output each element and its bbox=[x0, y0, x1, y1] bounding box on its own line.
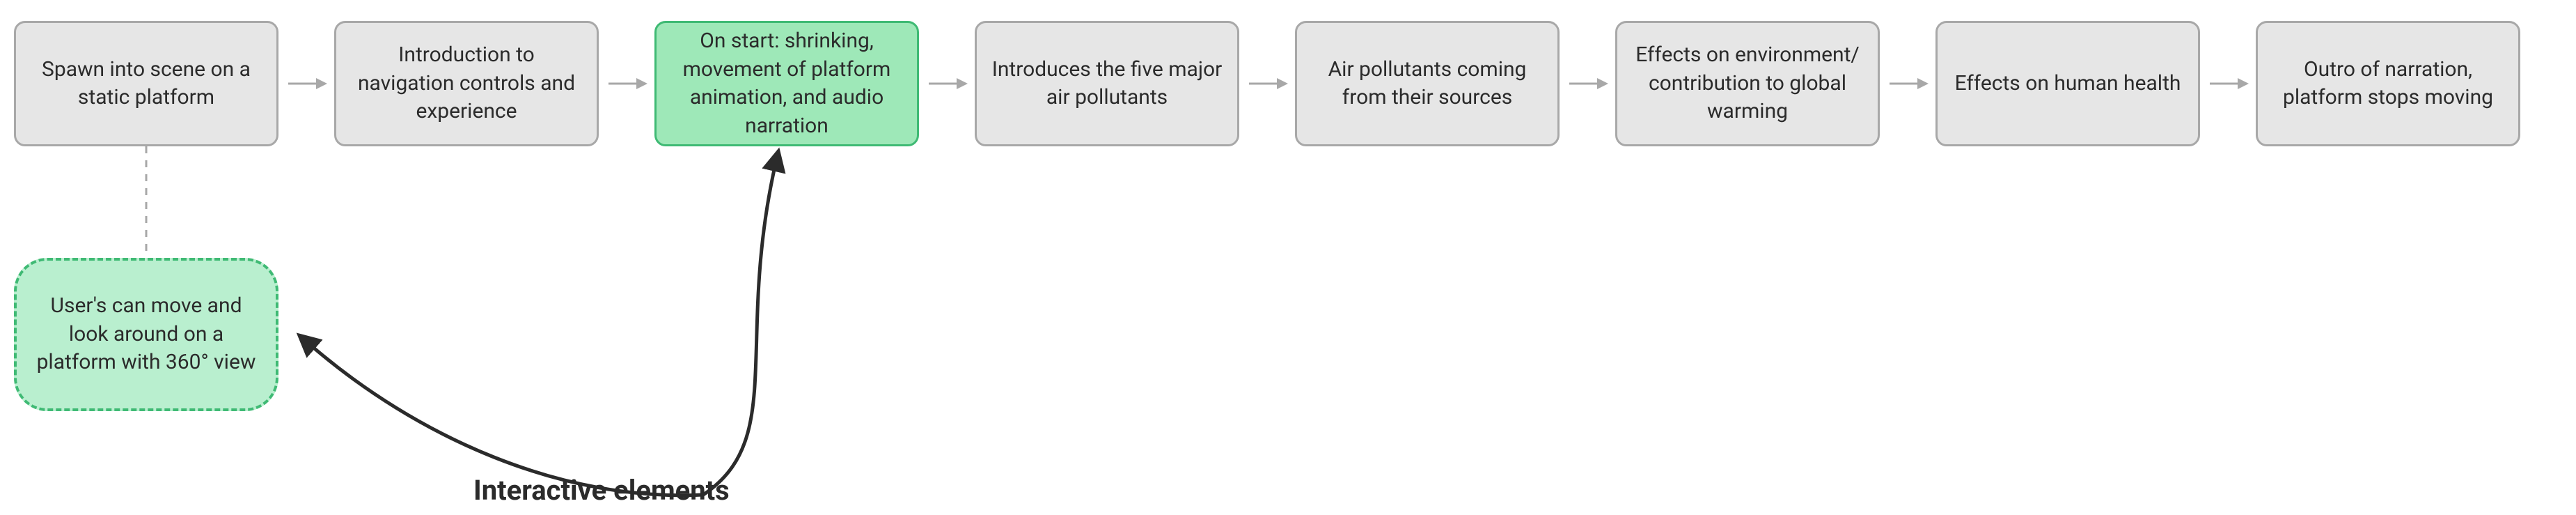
flow-node-5: Air pollutants coming from their sources bbox=[1295, 21, 1560, 146]
flow-node-7: Effects on human health bbox=[1935, 21, 2200, 146]
arrow-right-icon bbox=[2207, 75, 2249, 92]
flow-node-8: Outro of narration, platform stops movin… bbox=[2256, 21, 2520, 146]
arrow-right-icon bbox=[606, 75, 647, 92]
arrow-right-icon bbox=[1887, 75, 1929, 92]
flow-node-4-text: Introduces the five major air pollutants bbox=[991, 56, 1223, 112]
curved-arrow-to-node3 bbox=[703, 160, 776, 495]
flow-node-2: Introduction to navigation controls and … bbox=[334, 21, 599, 146]
flow-node-4: Introduces the five major air pollutants bbox=[975, 21, 1239, 146]
flow-node-7-text: Effects on human health bbox=[1955, 70, 2181, 98]
curved-arrow-to-annotation bbox=[306, 341, 703, 495]
arrow-right-icon bbox=[285, 75, 327, 92]
flow-node-3: On start: shrinking, movement of platfor… bbox=[654, 21, 919, 146]
annotation-node: User's can move and look around on a pla… bbox=[14, 258, 278, 411]
flow-node-3-text: On start: shrinking, movement of platfor… bbox=[670, 27, 903, 140]
flow-node-1-text: Spawn into scene on a static platform bbox=[30, 56, 262, 112]
flow-node-6: Effects on environment/ contribution to … bbox=[1615, 21, 1880, 146]
annotation-node-text: User's can move and look around on a pla… bbox=[31, 292, 262, 377]
interactive-elements-label: Interactive elements bbox=[473, 474, 730, 507]
arrow-right-icon bbox=[1246, 75, 1288, 92]
flow-node-8-text: Outro of narration, platform stops movin… bbox=[2272, 56, 2504, 112]
flow-node-1: Spawn into scene on a static platform bbox=[14, 21, 278, 146]
flow-node-6-text: Effects on environment/ contribution to … bbox=[1631, 41, 1864, 126]
flow-node-5-text: Air pollutants coming from their sources bbox=[1311, 56, 1544, 112]
arrow-right-icon bbox=[1566, 75, 1608, 92]
arrow-right-icon bbox=[926, 75, 968, 92]
flow-node-2-text: Introduction to navigation controls and … bbox=[350, 41, 583, 126]
